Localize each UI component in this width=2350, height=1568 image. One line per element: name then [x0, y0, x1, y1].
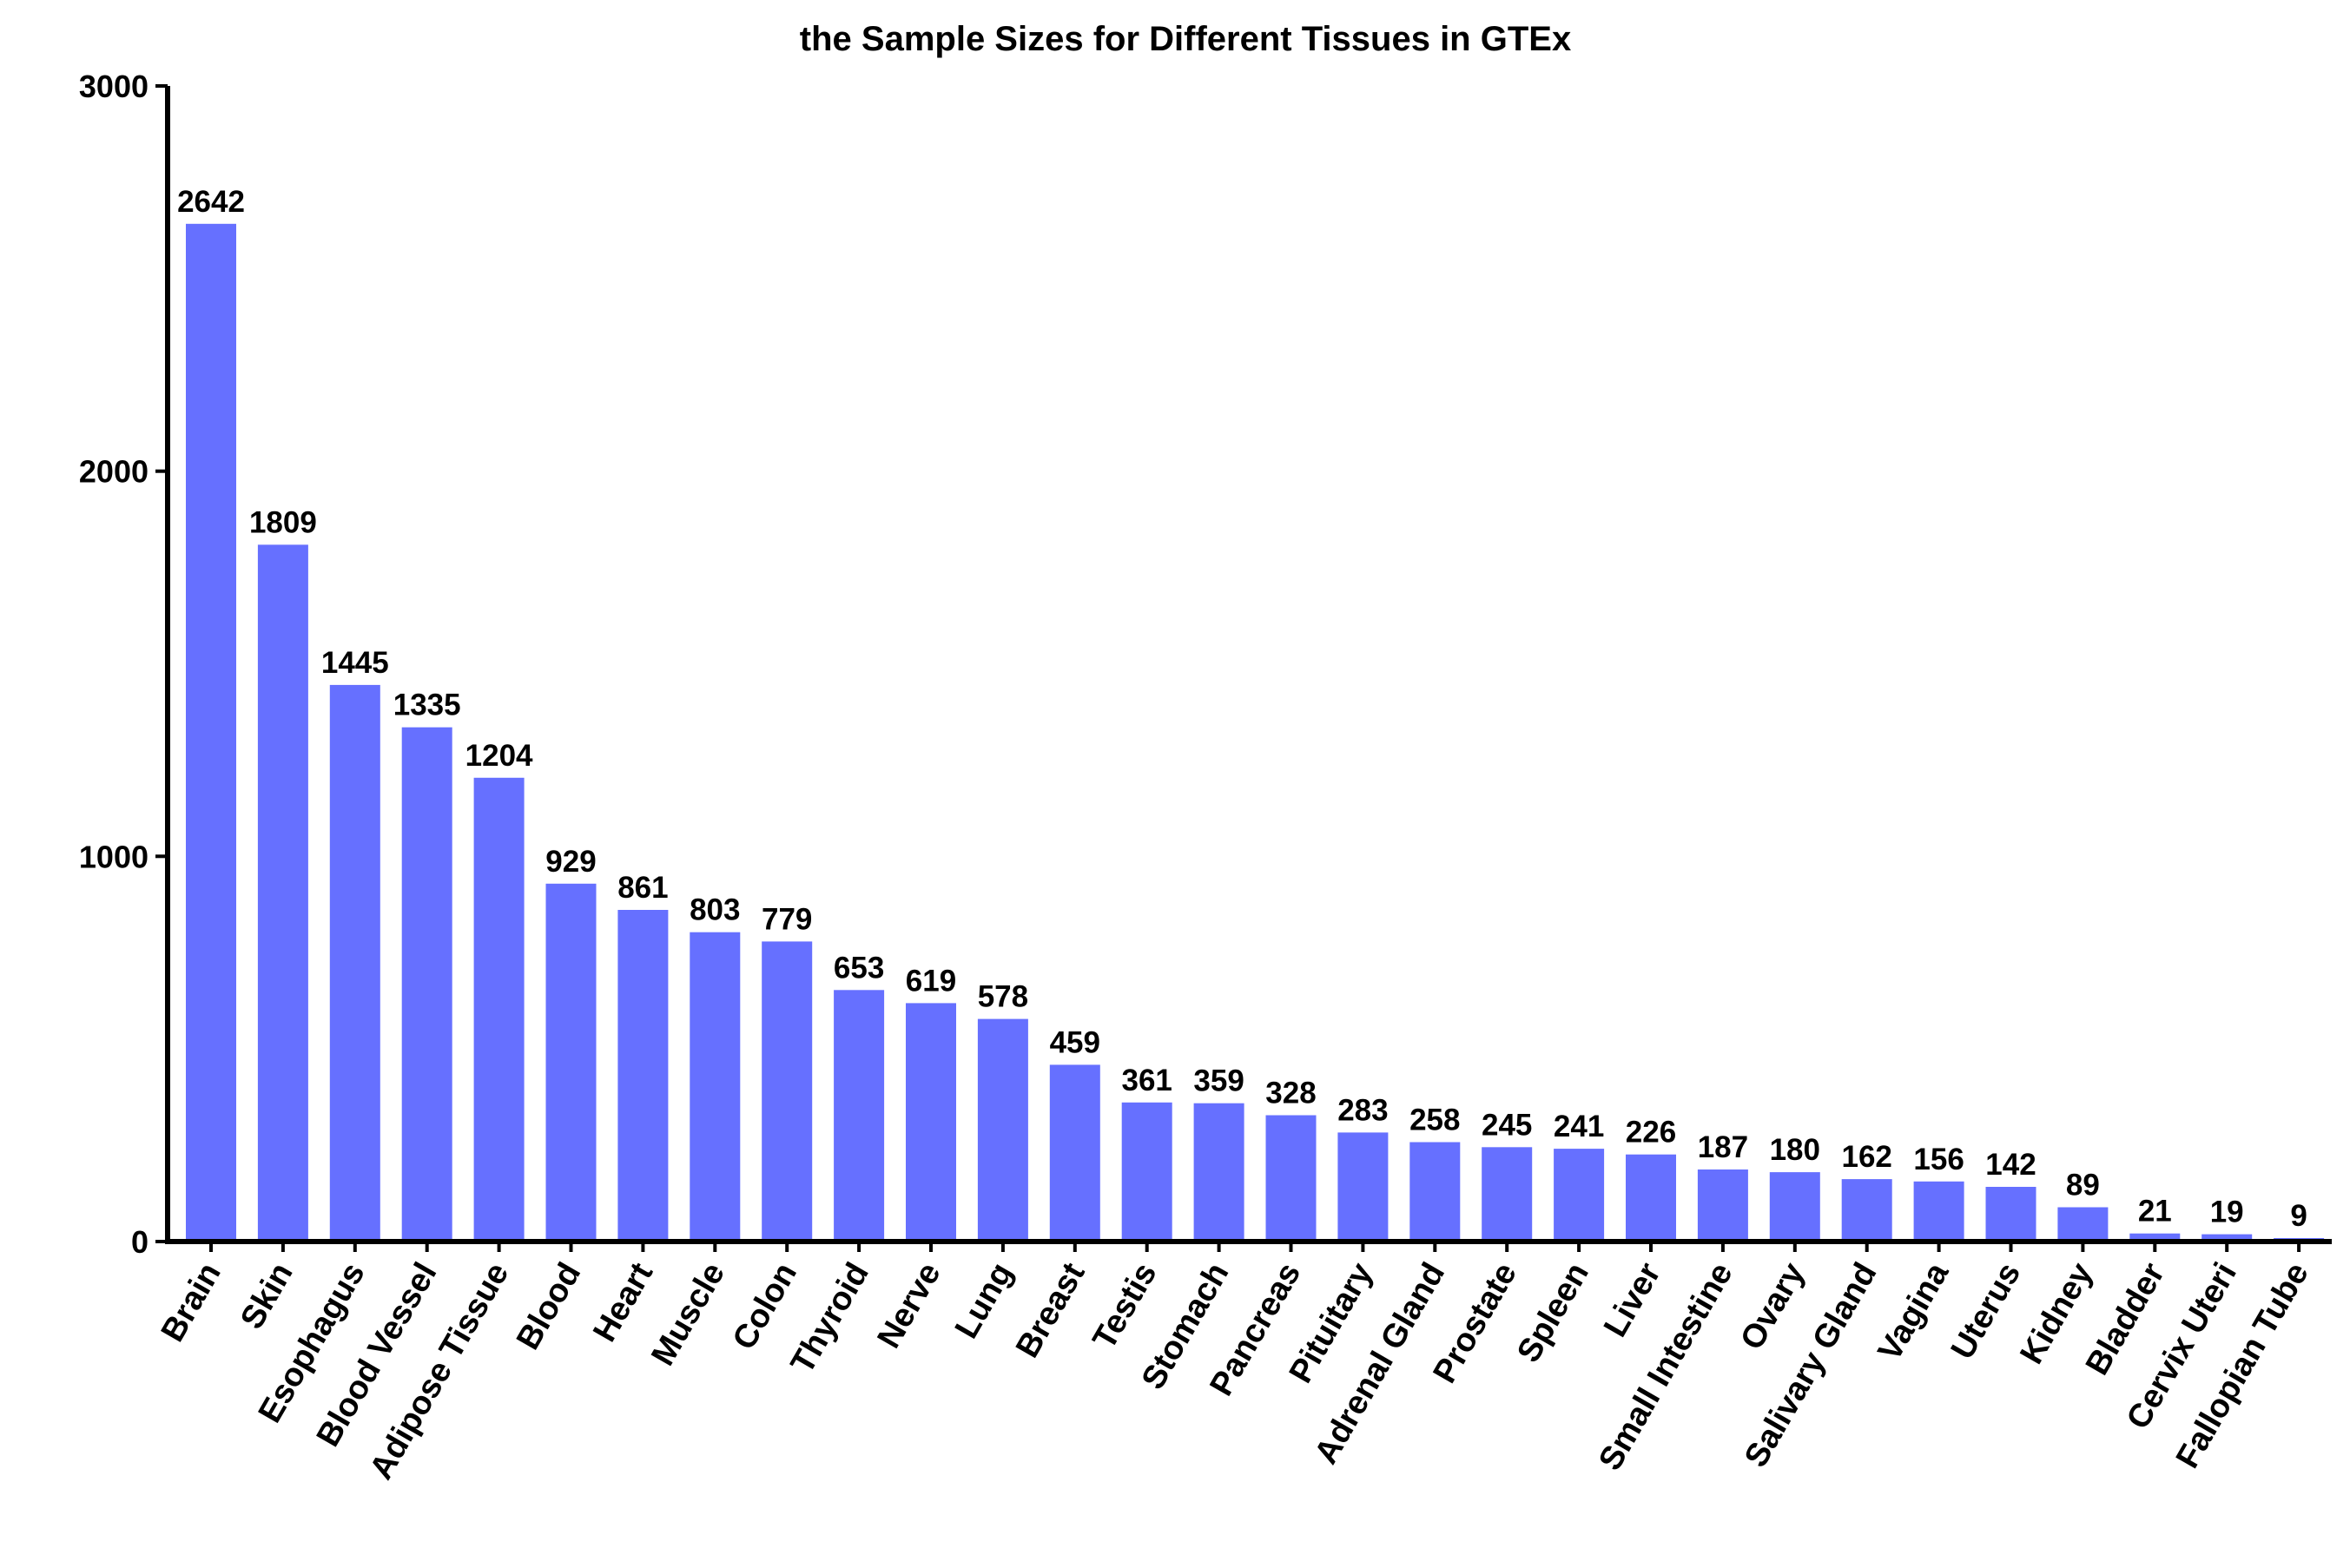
bar-bladder: [2129, 1233, 2181, 1242]
bar-blood: [545, 883, 597, 1242]
bar-lung: [977, 1018, 1028, 1242]
data-label-salivary-gland: 162: [1841, 1140, 1891, 1174]
bar-pancreas: [1265, 1115, 1317, 1242]
data-label-blood-vessel: 1335: [393, 688, 461, 722]
x-tick-label-brain: Brain: [155, 1257, 228, 1348]
bar-kidney: [2057, 1207, 2109, 1242]
bar-blood-vessel: [401, 727, 452, 1242]
x-tick-label-salivary-gland: Salivary Gland: [1738, 1257, 1884, 1474]
x-tick-label-lung: Lung: [948, 1257, 1020, 1345]
data-label-liver: 226: [1626, 1116, 1676, 1150]
data-label-thyroid: 653: [834, 951, 884, 985]
bar-skin: [257, 544, 308, 1242]
bar-thyroid: [834, 990, 885, 1242]
x-tick-label-ovary: Ovary: [1733, 1257, 1812, 1356]
bar-adrenal-gland: [1409, 1142, 1461, 1242]
data-label-fallopian-tube: 9: [2290, 1199, 2307, 1233]
data-label-skin: 1809: [249, 505, 317, 539]
data-label-brain: 2642: [177, 185, 245, 219]
bar-vagina: [1913, 1181, 1964, 1242]
data-label-pancreas: 328: [1265, 1077, 1316, 1110]
data-label-cervix-uteri: 19: [2210, 1196, 2244, 1229]
data-label-blood: 929: [545, 845, 596, 879]
bar-small-intestine: [1697, 1169, 1748, 1242]
y-axis: 0 1000 2000 3000: [79, 69, 170, 1260]
bar-spleen: [1554, 1149, 1605, 1242]
x-tick-label-spleen: Spleen: [1510, 1257, 1596, 1369]
chart-title: the Sample Sizes for Different Tissues i…: [800, 20, 1571, 58]
data-label-uterus: 142: [1985, 1148, 2036, 1182]
bar-ovary: [1769, 1172, 1820, 1242]
bar-nerve: [906, 1003, 956, 1242]
bar-stomach: [1193, 1103, 1244, 1242]
data-label-kidney: 89: [2066, 1169, 2100, 1202]
data-label-testis: 361: [1121, 1064, 1172, 1097]
x-tick-label-blood: Blood: [510, 1257, 588, 1356]
y-tick-label-2000: 2000: [79, 454, 149, 490]
data-label-bladder: 21: [2138, 1195, 2172, 1229]
x-tick-label-heart: Heart: [586, 1256, 660, 1347]
data-label-adrenal-gland: 258: [1409, 1104, 1460, 1137]
bar-esophagus: [329, 684, 380, 1242]
data-label-esophagus: 1445: [321, 646, 389, 680]
data-label-breast: 459: [1050, 1025, 1100, 1059]
bar-heart: [617, 910, 669, 1242]
data-label-small-intestine: 187: [1698, 1130, 1748, 1164]
bar-cervix-uteri: [2201, 1234, 2253, 1242]
bar-muscle: [690, 932, 741, 1242]
data-label-muscle: 803: [690, 893, 740, 927]
x-tick-label-vagina: Vagina: [1871, 1256, 1957, 1367]
data-label-lung: 578: [978, 980, 1028, 1014]
data-label-pituitary: 283: [1337, 1093, 1388, 1127]
x-tick-label-colon: Colon: [726, 1257, 804, 1356]
data-label-heart: 861: [617, 871, 668, 905]
data-label-stomach: 359: [1193, 1064, 1244, 1098]
bar-adipose-tissue: [473, 777, 525, 1242]
x-tick-label-nerve: Nerve: [871, 1257, 948, 1354]
bar-colon: [762, 941, 813, 1242]
bar-liver: [1626, 1154, 1676, 1242]
data-label-ovary: 180: [1770, 1133, 1820, 1167]
data-label-colon: 779: [762, 902, 812, 936]
bar-uterus: [1985, 1187, 2036, 1242]
bar-testis: [1121, 1102, 1172, 1242]
data-label-nerve: 619: [906, 964, 956, 998]
bar-pituitary: [1337, 1132, 1389, 1242]
bars-group: [186, 223, 2325, 1242]
y-tick-label-3000: 3000: [79, 69, 149, 104]
bar-brain: [186, 223, 236, 1242]
data-label-adipose-tissue: 1204: [465, 739, 533, 773]
x-tick-label-liver: Liver: [1597, 1256, 1668, 1343]
data-label-spleen: 241: [1554, 1110, 1604, 1143]
x-tick-label-small-intestine: Small Intestine: [1592, 1256, 1739, 1476]
x-tick-label-testis: Testis: [1086, 1257, 1165, 1356]
y-tick-label-1000: 1000: [79, 839, 149, 874]
data-label-prostate: 245: [1482, 1108, 1532, 1142]
bar-salivary-gland: [1841, 1179, 1892, 1242]
y-tick-label-0: 0: [131, 1224, 149, 1260]
data-label-vagina: 156: [1913, 1143, 1964, 1176]
x-tick-label-breast: Breast: [1009, 1256, 1092, 1364]
bar-breast: [1049, 1064, 1100, 1242]
x-tick-label-skin: Skin: [234, 1257, 300, 1335]
bar-prostate: [1482, 1147, 1533, 1242]
